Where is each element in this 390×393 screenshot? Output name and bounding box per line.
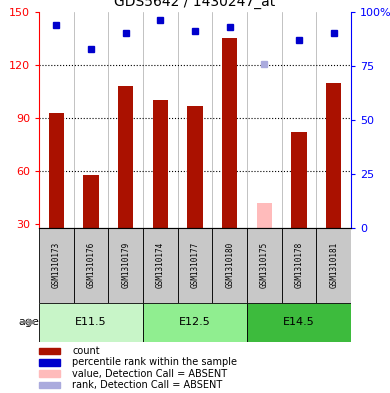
Bar: [39, 370, 60, 377]
Text: E11.5: E11.5: [75, 317, 107, 327]
Bar: [83, 175, 99, 228]
Bar: [39, 228, 74, 303]
Title: GDS5642 / 1430247_at: GDS5642 / 1430247_at: [114, 0, 276, 9]
Bar: [257, 203, 272, 228]
Bar: [316, 228, 351, 303]
Bar: [39, 359, 60, 365]
Text: GSM1310177: GSM1310177: [190, 242, 200, 288]
Bar: [152, 100, 168, 228]
Bar: [39, 382, 60, 388]
Text: count: count: [72, 346, 100, 356]
Bar: [108, 228, 143, 303]
Bar: [187, 106, 203, 228]
Bar: [291, 132, 307, 228]
Bar: [48, 113, 64, 228]
Bar: [143, 303, 247, 342]
Bar: [282, 228, 316, 303]
Text: GSM1310178: GSM1310178: [294, 242, 303, 288]
Text: GSM1310173: GSM1310173: [52, 242, 61, 288]
Bar: [247, 303, 351, 342]
Bar: [39, 348, 60, 354]
Bar: [118, 86, 133, 228]
Text: age: age: [18, 317, 39, 327]
Bar: [74, 228, 108, 303]
Text: E14.5: E14.5: [283, 317, 315, 327]
Text: GSM1310180: GSM1310180: [225, 242, 234, 288]
Text: GSM1310181: GSM1310181: [329, 242, 338, 288]
Bar: [39, 303, 143, 342]
Bar: [326, 83, 342, 228]
Text: GSM1310179: GSM1310179: [121, 242, 130, 288]
Text: GSM1310174: GSM1310174: [156, 242, 165, 288]
Text: GSM1310176: GSM1310176: [87, 242, 96, 288]
Text: GSM1310175: GSM1310175: [260, 242, 269, 288]
Text: value, Detection Call = ABSENT: value, Detection Call = ABSENT: [72, 369, 227, 378]
Bar: [247, 228, 282, 303]
Bar: [178, 228, 212, 303]
Text: E12.5: E12.5: [179, 317, 211, 327]
Text: rank, Detection Call = ABSENT: rank, Detection Call = ABSENT: [72, 380, 222, 390]
Bar: [222, 39, 238, 228]
Text: percentile rank within the sample: percentile rank within the sample: [72, 357, 237, 367]
Bar: [212, 228, 247, 303]
Bar: [143, 228, 178, 303]
